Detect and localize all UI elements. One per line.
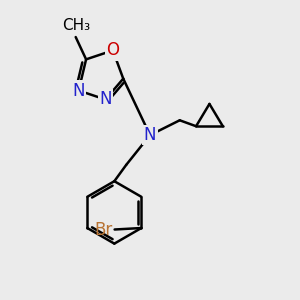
Text: N: N — [72, 82, 85, 100]
Text: Br: Br — [94, 220, 112, 238]
Text: N: N — [99, 91, 112, 109]
Text: CH₃: CH₃ — [61, 19, 90, 34]
Text: N: N — [144, 126, 156, 144]
Text: O: O — [106, 41, 119, 59]
